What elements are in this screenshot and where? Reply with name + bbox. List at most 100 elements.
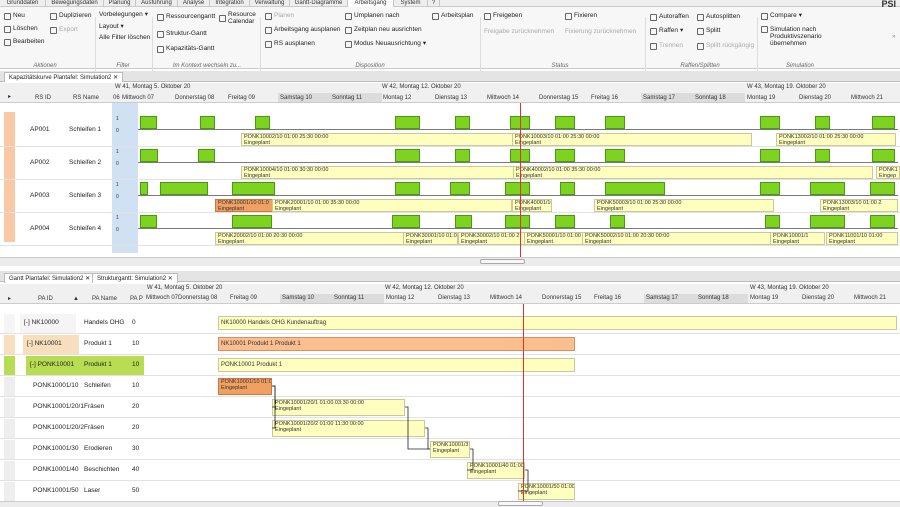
gantt-bar[interactable]: PONK10001/20/1 01:00 03:30 00:00 Eingepla… — [272, 399, 405, 416]
pa-id[interactable]: PONK10001/50 — [33, 487, 79, 494]
top-order-bar[interactable]: PONK20001/10 01:00 35:30 00:00 Eingeplant — [272, 199, 512, 212]
menu-tab-integration[interactable]: Integration — [210, 0, 250, 7]
top-order-bar[interactable]: PONK10004/10 01:00 30:30 00:00 Eingeplant — [241, 166, 521, 179]
pa-p[interactable]: 30 — [132, 445, 140, 452]
menu-tab-bewegungsdaten[interactable]: Bewegungsdaten — [46, 0, 104, 7]
pa-name[interactable]: Fräsen — [84, 403, 105, 410]
col-header-pa-id[interactable]: PA ID — [38, 296, 53, 302]
vorbelegungen-dropdown[interactable]: Vorbelegungen ▾ — [99, 11, 149, 18]
menu-tab-analyse[interactable]: Analyse — [178, 0, 210, 7]
resource-id[interactable]: AP002 — [30, 159, 50, 166]
pa-id[interactable]: [-] NK10001 — [27, 340, 62, 347]
arbeitsplan-button[interactable]: Arbeitsplan — [432, 12, 474, 20]
umplanen-nach-button[interactable]: Umplanen nach — [345, 12, 400, 20]
tab-strukturgantt[interactable]: Strukturgantt: Simulation2 ✕ — [92, 273, 178, 283]
top-order-bar[interactable]: PONK50002/10 01:00 20:30 00:00 Eingeplant — [582, 232, 772, 245]
col-header-pa-name[interactable]: PA Name — [92, 296, 117, 302]
freigeben-button[interactable]: Freigeben — [484, 12, 522, 20]
tab-gantt-plantafel[interactable]: Gantt Plantafel: Simulation2 ✕ — [4, 273, 96, 283]
gantt-bar[interactable]: PONK10001 Produkt 1 — [218, 358, 575, 372]
menu-tab-grunddaten[interactable]: Grunddaten — [0, 0, 46, 7]
col-header-rs-id[interactable]: RS ID — [35, 95, 52, 101]
raffen-dropdown[interactable]: Raffen ▾ — [650, 27, 683, 35]
top-order-bar[interactable]: PONK1 Eingep — [876, 166, 900, 179]
top-order-bar[interactable]: PONK10001/1 Eingeplant — [770, 232, 825, 245]
top-order-bar[interactable]: PONK30002/10 01:00 2 Eingeplant — [458, 232, 528, 245]
layout-dropdown[interactable]: Layout ▾ — [99, 23, 124, 30]
bottom-row-selector-icon[interactable]: ▸ — [8, 296, 12, 302]
simulation-uebernehmen-button[interactable]: Simulation nach Produktivszenario überne… — [761, 26, 845, 47]
pa-name[interactable]: Laser — [84, 487, 101, 494]
top-order-bar[interactable]: PONK20002/10 01:00 20:30 00:00 Eingeplant — [215, 232, 405, 245]
modus-neuausrichtung-dropdown[interactable]: Modus Neuausrichtung ▾ — [345, 40, 426, 48]
resource-name[interactable]: Schleifen 2 — [69, 159, 102, 166]
zeitplan-neu-ausrichten-button[interactable]: Zeitplan neu ausrichten — [345, 26, 422, 34]
pa-id[interactable]: PONK10001/20/2 — [33, 424, 84, 431]
top-row-selector-icon[interactable]: ▸ — [8, 94, 12, 100]
col-header-rs-name[interactable]: RS Name — [73, 95, 100, 101]
duplizieren-button[interactable]: Duplizieren — [50, 12, 92, 20]
resource-name[interactable]: Schleifen 3 — [69, 192, 102, 199]
kapazitaets-gantt-button[interactable]: Kapazitäts-Gantt — [157, 45, 214, 53]
gantt-bar[interactable]: PONK10001/40 01:00 Eingeplant — [467, 462, 525, 479]
pa-id[interactable]: [-] PONK10001 — [30, 361, 75, 368]
freigabe-zuruecknehmen-button[interactable]: Freigabe zurücknehmen — [484, 28, 555, 35]
top-order-bar[interactable]: PONK50003/10 01:00 25:30 00:00 Eingeplant — [594, 199, 774, 212]
top-order-bar[interactable]: PONK10001/10 01:0 Eingeplant — [215, 199, 275, 212]
close-icon[interactable]: ✕ — [113, 75, 119, 81]
export-button[interactable]: Export — [50, 26, 78, 34]
pa-p[interactable]: 10 — [132, 361, 140, 368]
autoraffen-button[interactable]: Autoraffen — [650, 13, 689, 21]
pa-p[interactable]: 40 — [132, 466, 140, 473]
pa-id[interactable]: PONK10001/20/1 — [33, 403, 84, 410]
menu-tab-help[interactable]: ? — [428, 0, 440, 7]
resource-calendar-button[interactable]: Resource Calendar — [219, 11, 261, 25]
bottom-scrollbar-thumb[interactable] — [498, 501, 543, 506]
pa-id[interactable]: PONK10001/40 — [33, 466, 79, 473]
resource-id[interactable]: AP001 — [30, 126, 50, 133]
pa-id[interactable]: [-] NK10000 — [24, 319, 59, 326]
close-icon[interactable]: ✕ — [85, 276, 91, 282]
pa-id[interactable]: PONK10001/30 — [33, 445, 79, 452]
menu-tab-verwaltung[interactable]: Verwaltung — [250, 0, 290, 7]
ressourcengantt-button[interactable]: Ressourcengantt — [157, 13, 215, 21]
menu-tab-planung[interactable]: Planung — [104, 0, 136, 7]
bearbeiten-button[interactable]: Bearbeiten — [4, 38, 44, 46]
planen-button[interactable]: Planen — [265, 12, 294, 20]
struktur-gantt-button[interactable]: Struktur-Gantt — [157, 30, 207, 38]
pa-name[interactable]: Schleifen — [84, 382, 111, 389]
menu-tab-system[interactable]: System — [394, 0, 428, 7]
fixieren-button[interactable]: Fixieren — [565, 12, 597, 20]
top-order-bar[interactable]: PONK10002/10 01:00 25:30 00:00 Eingeplant — [241, 133, 521, 146]
top-order-bar[interactable]: PONK40002/10 01:00 35:30 00:00 Eingeplant — [513, 166, 873, 179]
top-order-bar[interactable]: PONK10003/10 01:00 25:30 00:00 Eingeplant — [512, 133, 752, 146]
pa-name[interactable]: Fräsen — [84, 424, 105, 431]
pa-p[interactable]: 20 — [132, 424, 140, 431]
gantt-bar[interactable]: NK10000 Handels OHG Kundenauftrag — [218, 316, 897, 330]
top-horizontal-scrollbar[interactable] — [0, 257, 900, 266]
trennen-button[interactable]: Trennen — [650, 42, 683, 50]
gantt-bar[interactable]: PONK10001/10 01:00 Eingeplant — [218, 378, 272, 395]
resource-name[interactable]: Schleifen 1 — [69, 126, 102, 133]
sort-icon[interactable]: ▲ — [73, 296, 79, 302]
compare-dropdown[interactable]: Compare ▾ — [761, 12, 802, 20]
splitt-rueckgaengig-button[interactable]: Splitt rückgängig — [697, 42, 754, 50]
pa-p[interactable]: 10 — [132, 382, 140, 389]
menu-tab-arbeitsgang[interactable]: Arbeitsgang — [348, 0, 394, 7]
gantt-bar[interactable]: PONK10001/50 01:00 Eingeplant — [518, 483, 575, 500]
autosplitten-button[interactable]: Autosplitten — [697, 13, 740, 21]
alle-filter-loeschen-button[interactable]: Alle Filter löschen — [99, 34, 151, 41]
pa-p[interactable]: 0 — [132, 319, 136, 326]
pa-p[interactable]: 20 — [132, 403, 140, 410]
ribbon-expand-icon[interactable]: » — [892, 33, 896, 40]
menu-tab-ausfuehrung[interactable]: Ausführung — [136, 0, 178, 7]
gantt-bar[interactable]: PONK10001/3 Eingeplant — [430, 441, 470, 458]
gantt-bar[interactable]: NK10001 Produkt 1 Produkt 1 — [218, 337, 575, 351]
top-scrollbar-thumb[interactable] — [480, 259, 525, 264]
pa-p[interactable]: 50 — [132, 487, 140, 494]
top-order-bar[interactable]: PONK11001/10 01:00 Eingeplant — [826, 232, 898, 245]
loeschen-button[interactable]: Löschen — [4, 25, 38, 33]
bottom-horizontal-scrollbar[interactable] — [0, 501, 900, 507]
pa-id[interactable]: PONK10001/10 — [33, 382, 79, 389]
